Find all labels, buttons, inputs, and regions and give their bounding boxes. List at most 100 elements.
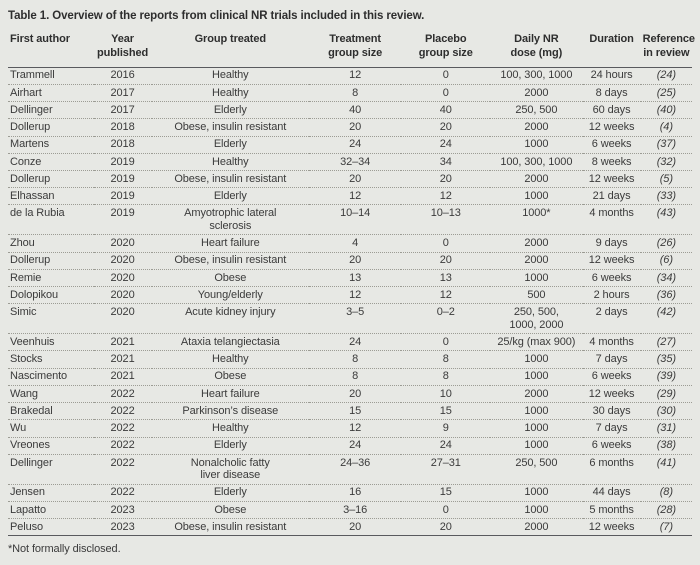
cell-first-author: Airhart: [8, 84, 94, 103]
cell-reference-in-review: (29): [640, 385, 692, 404]
cell-treatment-group-size: 24: [308, 437, 402, 455]
table-row: Simic 2020 Acute kidney injury 3–5 0–2 250, 5…: [8, 303, 692, 335]
cell-year-published: 2016: [93, 67, 152, 85]
table-row: Wang 2022 Heart failure 20 10 2000 12 weeks (29…: [8, 385, 692, 404]
cell-treatment-group-size: 12: [308, 419, 402, 438]
cell-duration: 60 days: [582, 101, 641, 120]
cell-first-author: Simic: [8, 303, 94, 335]
column-header-treatment-group-size: Treatment group size: [308, 32, 402, 68]
cell-year-published: 2022: [93, 402, 152, 421]
cell-reference-in-review: (4): [640, 118, 692, 137]
cell-placebo-group-size: 12: [401, 187, 491, 206]
cell-daily-nr-dose: 250, 500: [490, 101, 583, 120]
cell-first-author: Dellinger: [8, 101, 94, 120]
cell-treatment-group-size: 8: [308, 350, 402, 369]
cell-daily-nr-dose: 2000: [490, 252, 583, 270]
cell-group-treated: Elderly: [151, 136, 309, 154]
cell-treatment-group-size: 20: [308, 170, 402, 189]
cell-year-published: 2019: [93, 204, 152, 236]
table-header: First author Year published Group treated T…: [8, 32, 695, 68]
cell-group-treated: Obese: [151, 269, 309, 288]
cell-group-treated: Elderly: [151, 101, 309, 120]
cell-group-treated: Obese, insulin resistant: [151, 118, 309, 137]
cell-reference-in-review: (40): [640, 101, 692, 120]
table-row: Dellinger 2017 Elderly 40 40 250, 500 60 days(…: [8, 101, 692, 120]
cell-daily-nr-dose: 100, 300, 1000: [490, 153, 583, 172]
cell-first-author: de la Rubia: [8, 204, 94, 236]
table-row: Dollerup 2018 Obese, insulin resistant 20 20…: [8, 118, 692, 137]
cell-placebo-group-size: 0–2: [401, 303, 491, 335]
cell-duration: 7 days: [582, 419, 641, 438]
table-row: Wu 2022 Healthy 12 9 1000 7 days (31): [8, 419, 692, 438]
cell-daily-nr-dose: 2000: [490, 234, 583, 253]
cell-reference-in-review: (37): [640, 136, 692, 154]
cell-group-treated: Healthy: [151, 350, 309, 369]
cell-first-author: Nascimento: [8, 368, 94, 386]
cell-group-treated: Healthy: [151, 153, 309, 172]
cell-group-treated: Obese: [151, 368, 309, 386]
cell-duration: 8 days: [582, 84, 641, 103]
cell-first-author: Zhou: [8, 234, 94, 253]
cell-placebo-group-size: 20: [401, 170, 491, 189]
cell-year-published: 2019: [93, 187, 152, 206]
cell-duration: 12 weeks: [582, 252, 641, 270]
cell-first-author: Elhassan: [8, 187, 94, 206]
column-header-group-treated: Group treated: [151, 32, 309, 68]
cell-treatment-group-size: 24–36: [308, 454, 402, 485]
cell-reference-in-review: (31): [640, 419, 692, 438]
cell-first-author: Wu: [8, 419, 94, 438]
cell-reference-in-review: (39): [640, 368, 692, 386]
cell-group-treated: Obese, insulin resistant: [151, 518, 309, 537]
cell-year-published: 2018: [93, 118, 152, 137]
cell-placebo-group-size: 20: [401, 518, 491, 537]
cell-group-treated: Nonalcholic fatty liver disease: [151, 454, 309, 485]
cell-group-treated: Elderly: [151, 187, 309, 206]
cell-treatment-group-size: 12: [308, 187, 402, 206]
table-row: Stocks 2021 Healthy 8 8 1000 7 days (35): [8, 350, 692, 369]
column-header-first-author: First author: [8, 32, 94, 68]
cell-group-treated: Healthy: [151, 84, 309, 103]
table-header-row: First author Year published Group treated T…: [8, 32, 695, 68]
cell-reference-in-review: (35): [640, 350, 692, 369]
cell-duration: 12 weeks: [582, 385, 641, 404]
column-header-placebo-group-size: Placebo group size: [401, 32, 491, 68]
table-row: Dollerup 2020 Obese, insulin resistant 20 20…: [8, 252, 692, 270]
cell-duration: 9 days: [582, 234, 641, 253]
cell-duration: 12 weeks: [582, 170, 641, 189]
cell-year-published: 2022: [93, 419, 152, 438]
cell-placebo-group-size: 0: [401, 234, 491, 253]
table-row: Zhou 2020 Heart failure 4 0 2000 9 days (26): [8, 234, 692, 253]
cell-reference-in-review: (30): [640, 402, 692, 421]
cell-duration: 8 weeks: [582, 153, 641, 172]
cell-year-published: 2020: [93, 252, 152, 270]
cell-daily-nr-dose: 1000: [490, 437, 583, 455]
cell-group-treated: Obese: [151, 501, 309, 520]
cell-duration: 24 hours: [582, 67, 641, 85]
table-row: Jensen 2022 Elderly 16 15 1000 44 days (8): [8, 484, 692, 502]
cell-treatment-group-size: 8: [308, 84, 402, 103]
cell-group-treated: Heart failure: [151, 385, 309, 404]
cell-first-author: Wang: [8, 385, 94, 404]
cell-reference-in-review: (7): [640, 518, 692, 537]
cell-treatment-group-size: 4: [308, 234, 402, 253]
table-title: Table 1. Overview of the reports from cl…: [8, 10, 425, 22]
cell-reference-in-review: (41): [640, 454, 692, 485]
cell-daily-nr-dose: 2000: [490, 118, 583, 137]
cell-treatment-group-size: 24: [308, 333, 402, 352]
cell-group-treated: Heart failure: [151, 234, 309, 253]
cell-year-published: 2021: [93, 368, 152, 386]
cell-reference-in-review: (38): [640, 437, 692, 455]
cell-group-treated: Elderly: [151, 484, 309, 502]
cell-daily-nr-dose: 100, 300, 1000: [490, 67, 583, 85]
cell-year-published: 2021: [93, 333, 152, 352]
cell-year-published: 2023: [93, 501, 152, 520]
cell-daily-nr-dose: 2000: [490, 170, 583, 189]
cell-year-published: 2017: [93, 101, 152, 120]
cell-duration: 30 days: [582, 402, 641, 421]
cell-treatment-group-size: 20: [308, 518, 402, 537]
cell-group-treated: Young/elderly: [151, 286, 309, 305]
cell-daily-nr-dose: 2000: [490, 518, 583, 537]
cell-reference-in-review: (34): [640, 269, 692, 288]
cell-first-author: Lapatto: [8, 501, 94, 520]
